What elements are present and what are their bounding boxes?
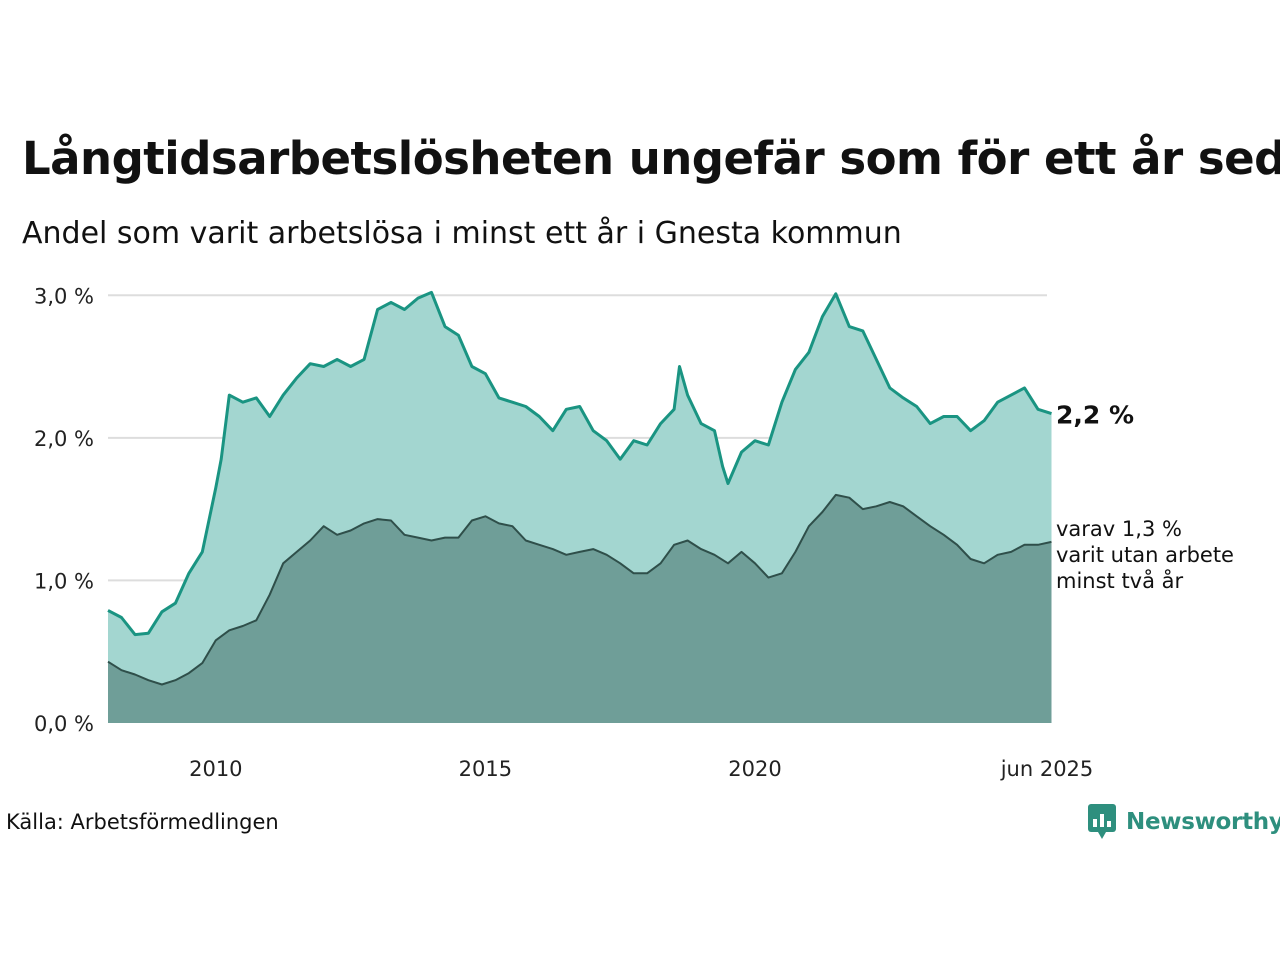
x-tick-label: 2015 xyxy=(459,757,512,781)
y-tick-label: 2,0 % xyxy=(34,427,94,451)
newsworthy-logo-icon xyxy=(1088,804,1116,839)
y-tick-label: 3,0 % xyxy=(34,284,94,308)
end-label-tva-ar-line: varit utan arbete xyxy=(1056,543,1234,567)
x-tick-label: 2020 xyxy=(728,757,781,781)
end-label-tva-ar-line: minst två år xyxy=(1056,568,1184,593)
source-note: Källa: Arbetsförmedlingen xyxy=(6,810,279,834)
x-tick-label: jun 2025 xyxy=(1000,757,1094,781)
chart-subtitle: Andel som varit arbetslösa i minst ett å… xyxy=(22,216,902,251)
y-tick-label: 1,0 % xyxy=(34,569,94,593)
newsworthy-logo: Newsworthy xyxy=(1088,804,1280,840)
end-label-tva-ar-line: varav 1,3 % xyxy=(1056,517,1182,541)
end-label-ett-ar: 2,2 % xyxy=(1056,401,1134,430)
series-line-ett_ar xyxy=(107,290,1052,637)
series-line-tva_ar xyxy=(107,493,1052,686)
newsworthy-logo-text: Newsworthy xyxy=(1126,809,1280,835)
chart-title: Långtidsarbetslösheten ungefär som för e… xyxy=(22,132,1280,185)
series-area-tva_ar xyxy=(108,494,1052,723)
y-tick-label: 0,0 % xyxy=(34,712,94,736)
x-tick-label: 2010 xyxy=(189,757,242,781)
